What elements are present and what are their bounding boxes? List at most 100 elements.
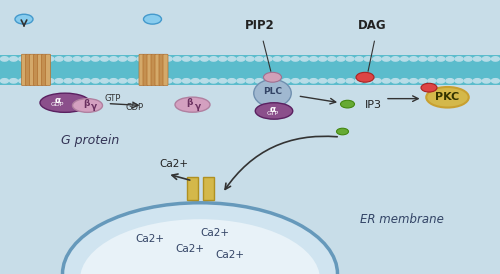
Circle shape [218,79,226,83]
Text: γ: γ [194,102,200,111]
Circle shape [73,57,81,61]
FancyBboxPatch shape [147,54,152,85]
Circle shape [318,79,326,83]
Circle shape [300,57,308,61]
Bar [186,177,198,200]
FancyBboxPatch shape [42,54,46,85]
Circle shape [155,79,163,83]
Circle shape [137,57,145,61]
Circle shape [37,79,45,83]
Circle shape [446,79,454,83]
Circle shape [46,79,54,83]
Text: Ca2+: Ca2+ [136,235,164,244]
Circle shape [128,57,136,61]
Circle shape [64,79,72,83]
Circle shape [264,79,272,83]
Circle shape [464,57,472,61]
Circle shape [0,57,8,61]
Circle shape [146,57,154,61]
Ellipse shape [254,79,291,107]
FancyBboxPatch shape [0,55,500,85]
Text: Ca2+: Ca2+ [160,159,188,169]
Circle shape [237,79,245,83]
Text: α: α [270,105,276,114]
Circle shape [246,79,254,83]
Ellipse shape [62,203,338,274]
FancyBboxPatch shape [26,54,30,85]
Circle shape [37,57,45,61]
Circle shape [310,57,318,61]
Text: DAG: DAG [358,19,387,32]
Circle shape [282,57,290,61]
Circle shape [82,79,90,83]
Circle shape [428,79,436,83]
Circle shape [273,57,281,61]
Circle shape [318,57,326,61]
Circle shape [92,79,100,83]
Bar [202,177,213,200]
Circle shape [446,57,454,61]
Circle shape [473,57,481,61]
Text: G protein: G protein [61,134,119,147]
Ellipse shape [80,219,320,274]
Circle shape [346,79,354,83]
FancyBboxPatch shape [30,54,35,85]
Circle shape [364,79,372,83]
Circle shape [418,79,426,83]
Text: GDP: GDP [126,102,144,112]
Text: Ca2+: Ca2+ [176,244,204,254]
Circle shape [0,79,8,83]
Circle shape [264,57,272,61]
Circle shape [421,83,437,92]
Circle shape [192,79,200,83]
Circle shape [373,79,381,83]
Circle shape [300,79,308,83]
Circle shape [355,79,363,83]
Text: β: β [83,99,89,108]
Circle shape [164,57,172,61]
Circle shape [92,57,100,61]
Circle shape [210,79,218,83]
Circle shape [264,72,281,82]
Circle shape [373,57,381,61]
Circle shape [228,79,236,83]
Circle shape [410,57,418,61]
Circle shape [346,57,354,61]
FancyBboxPatch shape [143,54,148,85]
Text: PIP2: PIP2 [245,19,275,32]
Circle shape [473,79,481,83]
Circle shape [110,79,118,83]
Circle shape [28,57,36,61]
Circle shape [28,79,36,83]
FancyBboxPatch shape [38,54,43,85]
Circle shape [64,57,72,61]
Circle shape [15,14,33,24]
Circle shape [73,79,81,83]
Circle shape [18,79,26,83]
Circle shape [246,57,254,61]
Circle shape [382,79,390,83]
Circle shape [392,57,400,61]
Circle shape [155,57,163,61]
Circle shape [255,57,263,61]
Circle shape [364,57,372,61]
Circle shape [282,79,290,83]
Text: PKC: PKC [436,92,460,102]
Circle shape [400,79,408,83]
Text: PLC: PLC [263,87,282,96]
Circle shape [10,57,18,61]
Text: α: α [54,96,60,105]
Bar [0,0,500,55]
Circle shape [328,57,336,61]
FancyBboxPatch shape [22,54,26,85]
Circle shape [228,57,236,61]
Circle shape [337,79,345,83]
Circle shape [218,57,226,61]
Ellipse shape [426,87,469,107]
Circle shape [144,14,162,24]
Text: Ca2+: Ca2+ [216,250,244,259]
Circle shape [482,79,490,83]
Circle shape [55,57,63,61]
Circle shape [464,79,472,83]
FancyBboxPatch shape [163,54,168,85]
